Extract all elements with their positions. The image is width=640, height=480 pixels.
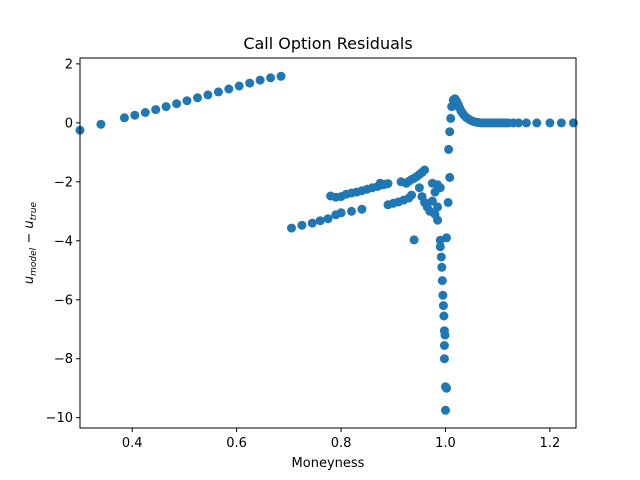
data-point (336, 208, 346, 218)
data-point (433, 202, 443, 212)
data-point (439, 354, 449, 364)
data-point (315, 216, 325, 226)
y-axis-label: umodel − utrue (22, 201, 39, 284)
y-axis-label-main: u (22, 276, 37, 284)
x-tick-label: 0.4 (122, 436, 143, 451)
data-point (140, 108, 150, 117)
y-tick-label: −2 (54, 175, 73, 190)
data-point (445, 172, 455, 182)
y-axis-label-main-2: u (22, 220, 37, 228)
plot-frame (79, 57, 577, 429)
data-point (287, 223, 296, 233)
data-point (437, 262, 447, 272)
data-point (234, 81, 244, 91)
data-point (96, 119, 106, 129)
y-tick-label: −4 (54, 234, 73, 249)
y-axis-label-sub1: model (29, 247, 39, 276)
data-point (347, 206, 356, 216)
y-axis: 2 0 −2 −4 −6 −8 −10 (46, 57, 80, 426)
data-point (440, 330, 450, 340)
data-point (182, 96, 192, 106)
y-tick-label: −8 (54, 352, 73, 367)
data-point (172, 99, 182, 109)
data-point (255, 75, 265, 85)
data-point (439, 341, 449, 350)
data-point (203, 90, 213, 100)
data-point (297, 220, 307, 230)
y-tick-label: −10 (46, 411, 73, 426)
data-points (75, 71, 578, 415)
data-point (441, 405, 450, 415)
data-point (444, 144, 454, 154)
data-point (427, 196, 437, 206)
x-axis-label: Moneyness (292, 456, 365, 471)
y-axis-label-sub2: true (29, 201, 39, 220)
data-point (420, 165, 430, 175)
data-point (435, 242, 445, 252)
data-point (119, 113, 129, 123)
data-point (151, 105, 161, 115)
data-point (266, 73, 276, 83)
data-point (409, 235, 419, 245)
data-point (407, 190, 416, 200)
y-tick-label: 2 (65, 57, 73, 72)
data-point (568, 118, 578, 128)
data-point (446, 113, 456, 123)
x-tick-label: 1.0 (435, 436, 456, 451)
data-point (556, 118, 566, 128)
data-point (439, 311, 449, 321)
data-point (532, 118, 542, 128)
data-point (437, 276, 447, 286)
data-point (514, 118, 524, 128)
y-tick-label: 0 (65, 116, 73, 131)
data-point (414, 183, 424, 193)
data-point (442, 383, 451, 393)
y-tick-label: −6 (54, 293, 73, 308)
data-point (380, 179, 390, 189)
data-point (276, 71, 286, 81)
data-point (213, 87, 223, 97)
data-point (161, 102, 171, 112)
data-point (521, 118, 531, 128)
data-point (224, 84, 234, 94)
x-axis: 0.4 0.6 0.8 1.0 1.2 (122, 428, 560, 451)
y-axis-label-minus: − (22, 229, 37, 248)
data-point (193, 93, 202, 103)
data-point (443, 198, 453, 207)
x-tick-label: 0.8 (331, 436, 352, 451)
data-point (438, 301, 448, 311)
x-tick-label: 0.6 (226, 436, 247, 451)
data-point (438, 290, 448, 300)
data-point (323, 214, 333, 224)
x-tick-label: 1.2 (540, 436, 561, 451)
data-point (435, 183, 445, 193)
data-point (245, 78, 255, 88)
data-point (357, 204, 367, 214)
data-point (545, 118, 555, 128)
data-point (433, 215, 443, 225)
chart-title: Call Option Residuals (243, 34, 412, 53)
data-point (307, 218, 317, 228)
data-point (445, 127, 455, 137)
data-point (442, 233, 451, 243)
data-point (436, 252, 446, 262)
data-point (130, 110, 140, 120)
